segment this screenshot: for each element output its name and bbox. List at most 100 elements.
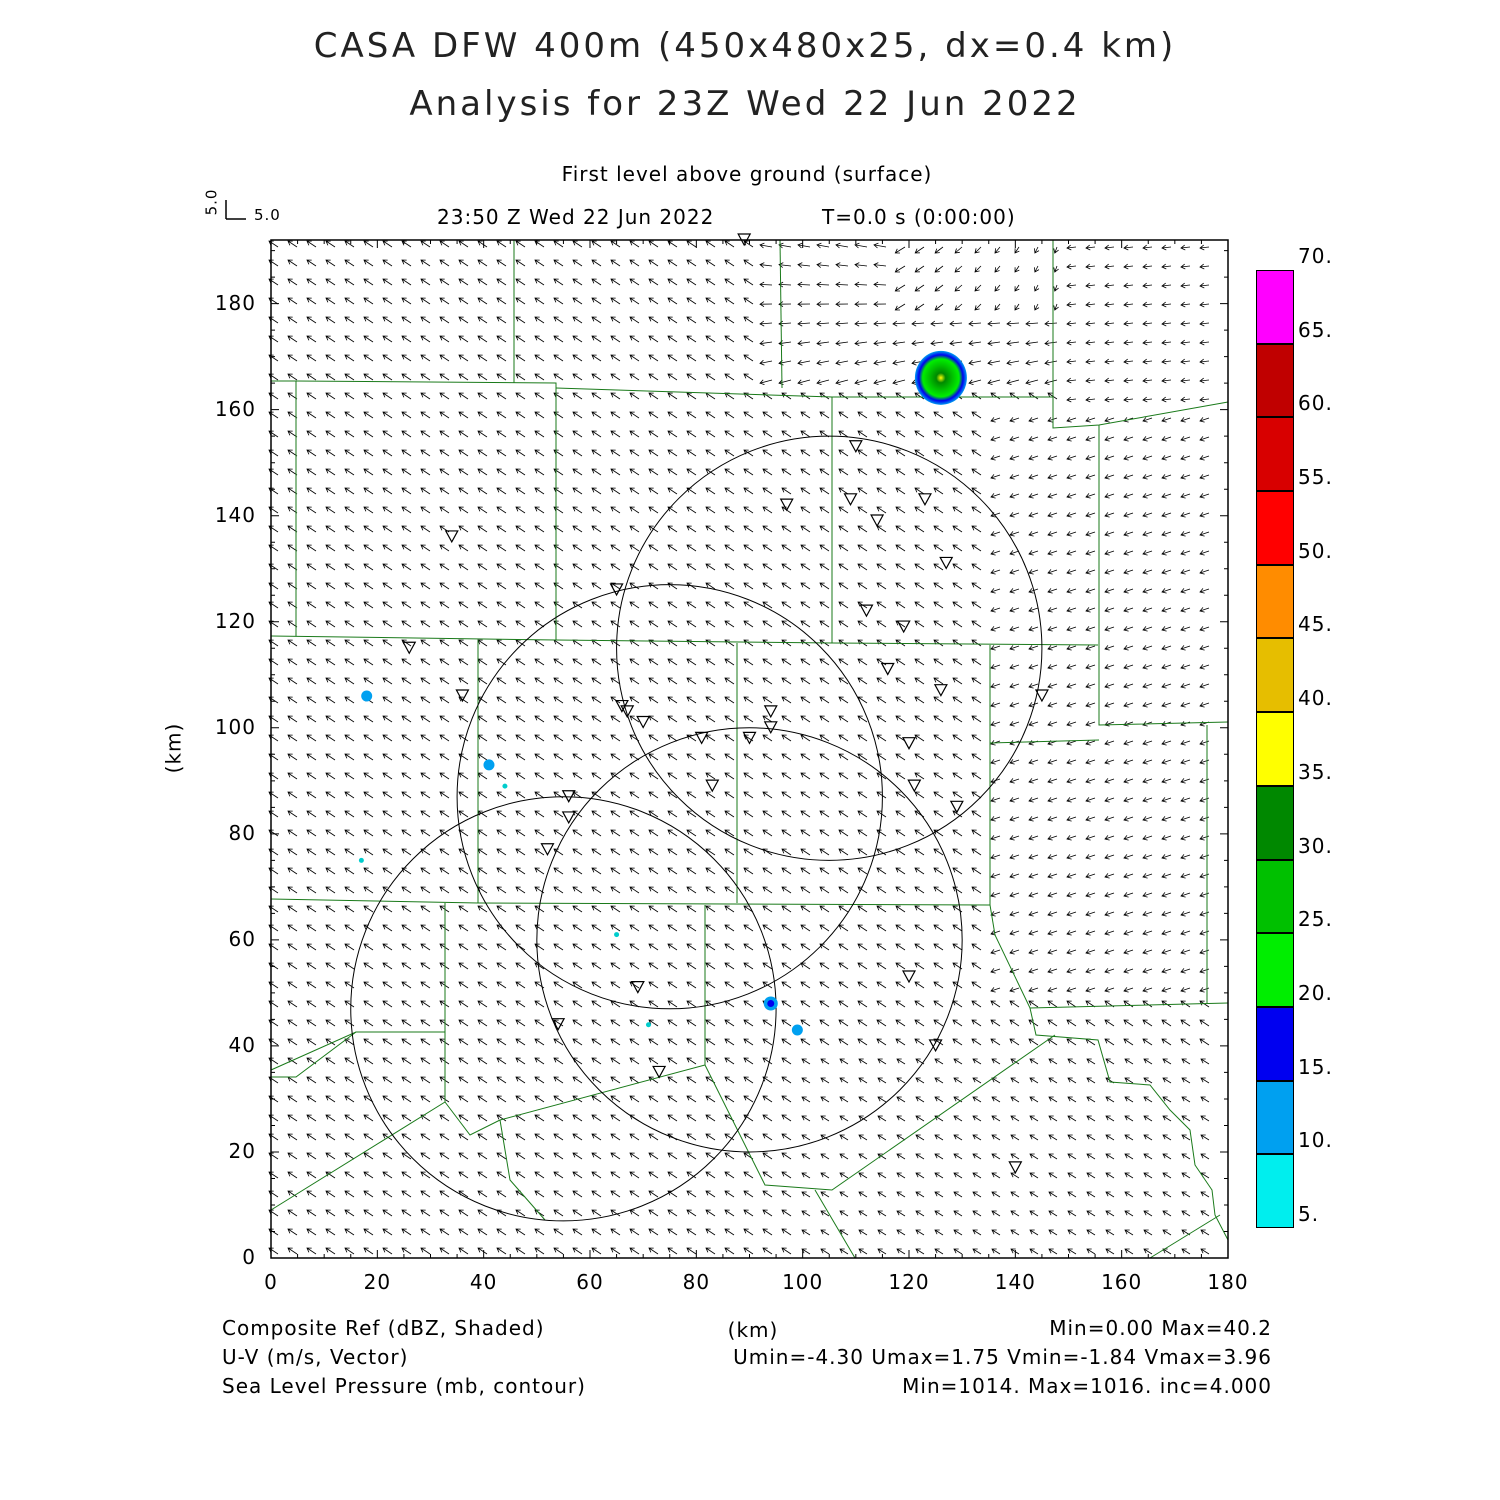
x-tick-label: 60: [576, 1270, 604, 1294]
station-16: [1034, 689, 1049, 703]
level-label: First level above ground (surface): [561, 162, 933, 186]
wind-vectors: [268, 240, 1210, 1255]
valid-time: 23:50 Z Wed 22 Jun 2022: [437, 205, 715, 229]
station-6: [870, 514, 885, 528]
station-31: [901, 970, 917, 984]
station-24: [901, 737, 917, 750]
colorbar-segment: [1256, 564, 1294, 639]
echo-core-2: [767, 1000, 775, 1007]
y-tick-label: 0: [242, 1245, 256, 1269]
echo-6: [645, 1022, 651, 1028]
station-3: [779, 498, 794, 512]
colorbar-label: 45.: [1298, 612, 1333, 637]
x-tick-label: 180: [1207, 1270, 1249, 1294]
radar-ring-1: [616, 435, 1043, 861]
station-11: [896, 620, 911, 634]
y-tick-label: 140: [214, 502, 256, 527]
station-17: [614, 699, 629, 713]
station-23: [694, 731, 709, 745]
field1-stats: Min=0.00 Max=40.2: [1049, 1316, 1272, 1340]
colorbar-label: 60.: [1298, 391, 1333, 416]
county-boundaries: [270, 239, 1229, 1259]
x-tick-label: 40: [469, 1270, 498, 1294]
echo-3: [791, 1024, 803, 1036]
colorbar-label: 20.: [1298, 980, 1333, 1005]
station-14: [455, 689, 470, 703]
radar-ring-2: [456, 584, 883, 1010]
station-32: [630, 980, 645, 994]
station-4: [843, 493, 858, 507]
station-26: [907, 779, 922, 793]
echo-4: [361, 690, 373, 702]
x-tick-label: 140: [994, 1270, 1036, 1294]
colorbar-segment: [1256, 343, 1294, 418]
y-tick-label: 20: [228, 1138, 256, 1163]
colorbar-segment: [1256, 1154, 1294, 1228]
station-18: [620, 705, 635, 719]
station-30: [540, 843, 555, 856]
colorbar-label: 40.: [1298, 686, 1333, 711]
colorbar-segment: [1256, 270, 1294, 344]
station-27: [949, 800, 964, 814]
radar-ring-4: [350, 796, 777, 1222]
field1-label: Composite Ref (dBZ, Shaded): [222, 1316, 545, 1340]
station-36: [1008, 1161, 1023, 1175]
colorbar-label: 5.: [1298, 1202, 1320, 1226]
x-tick-label: 0: [264, 1270, 278, 1294]
station-5: [917, 493, 932, 507]
y-tick-label: 160: [214, 396, 256, 421]
echo-2: [763, 996, 778, 1011]
field3-stats: Min=1014. Max=1016. inc=4.000: [902, 1374, 1272, 1398]
title-line-2: Analysis for 23Z Wed 22 Jun 2022: [409, 84, 1081, 124]
station-20: [763, 705, 778, 719]
echo-5: [483, 759, 495, 771]
colorbar-label: 25.: [1298, 907, 1333, 932]
x-tick-label: 100: [782, 1270, 824, 1294]
colorbar-segment: [1256, 491, 1294, 565]
radar-range-rings: [350, 435, 1043, 1222]
colorbar-segment: [1256, 712, 1294, 786]
colorbar-label: 10.: [1298, 1128, 1333, 1153]
plot-frame: [270, 239, 1229, 1259]
colorbar-segment: [1256, 859, 1294, 934]
colorbar-segment: [1256, 417, 1294, 492]
station-9: [609, 583, 624, 597]
station-28: [561, 790, 576, 803]
x-tick-label: 20: [363, 1270, 392, 1294]
y-tick-label: 100: [214, 714, 256, 739]
colorbar-label: 50.: [1298, 538, 1333, 563]
station-13: [880, 662, 895, 676]
radar-ring-3: [536, 727, 963, 1153]
station-33: [551, 1018, 566, 1031]
echo-1: [914, 350, 967, 405]
station-19: [636, 715, 651, 729]
echo-7: [502, 783, 508, 789]
field3-label: Sea Level Pressure (mb, contour): [222, 1374, 586, 1398]
colorbar-label: 15.: [1298, 1054, 1333, 1079]
colorbar-label: 70.: [1298, 244, 1333, 268]
echo-8: [358, 857, 364, 863]
colorbar-label: 55.: [1298, 465, 1333, 490]
observation-stations: [402, 233, 1049, 1175]
station-2: [848, 440, 863, 454]
colorbar-segment: [1256, 1006, 1294, 1081]
title-line-1: CASA DFW 400m (450x480x25, dx=0.4 km): [313, 26, 1177, 66]
colorbar-segment: [1256, 1080, 1294, 1155]
station-25: [705, 779, 720, 793]
station-21: [763, 721, 778, 735]
colorbar-label: 30.: [1298, 833, 1333, 858]
station-1: [737, 233, 752, 247]
station-7: [444, 530, 459, 544]
x-axis-label: (km): [727, 1318, 779, 1342]
station-12: [402, 641, 417, 655]
station-15: [933, 684, 948, 697]
y-tick-label: 40: [228, 1032, 256, 1057]
colorbar-segment: [1256, 638, 1294, 713]
y-axis-label: (km): [161, 722, 186, 774]
colorbar-segment: [1256, 785, 1294, 860]
station-29: [561, 811, 576, 825]
colorbar-label: 35.: [1298, 759, 1333, 784]
station-8: [939, 556, 954, 570]
x-tick-label: 120: [888, 1270, 930, 1294]
station-22: [742, 731, 757, 745]
